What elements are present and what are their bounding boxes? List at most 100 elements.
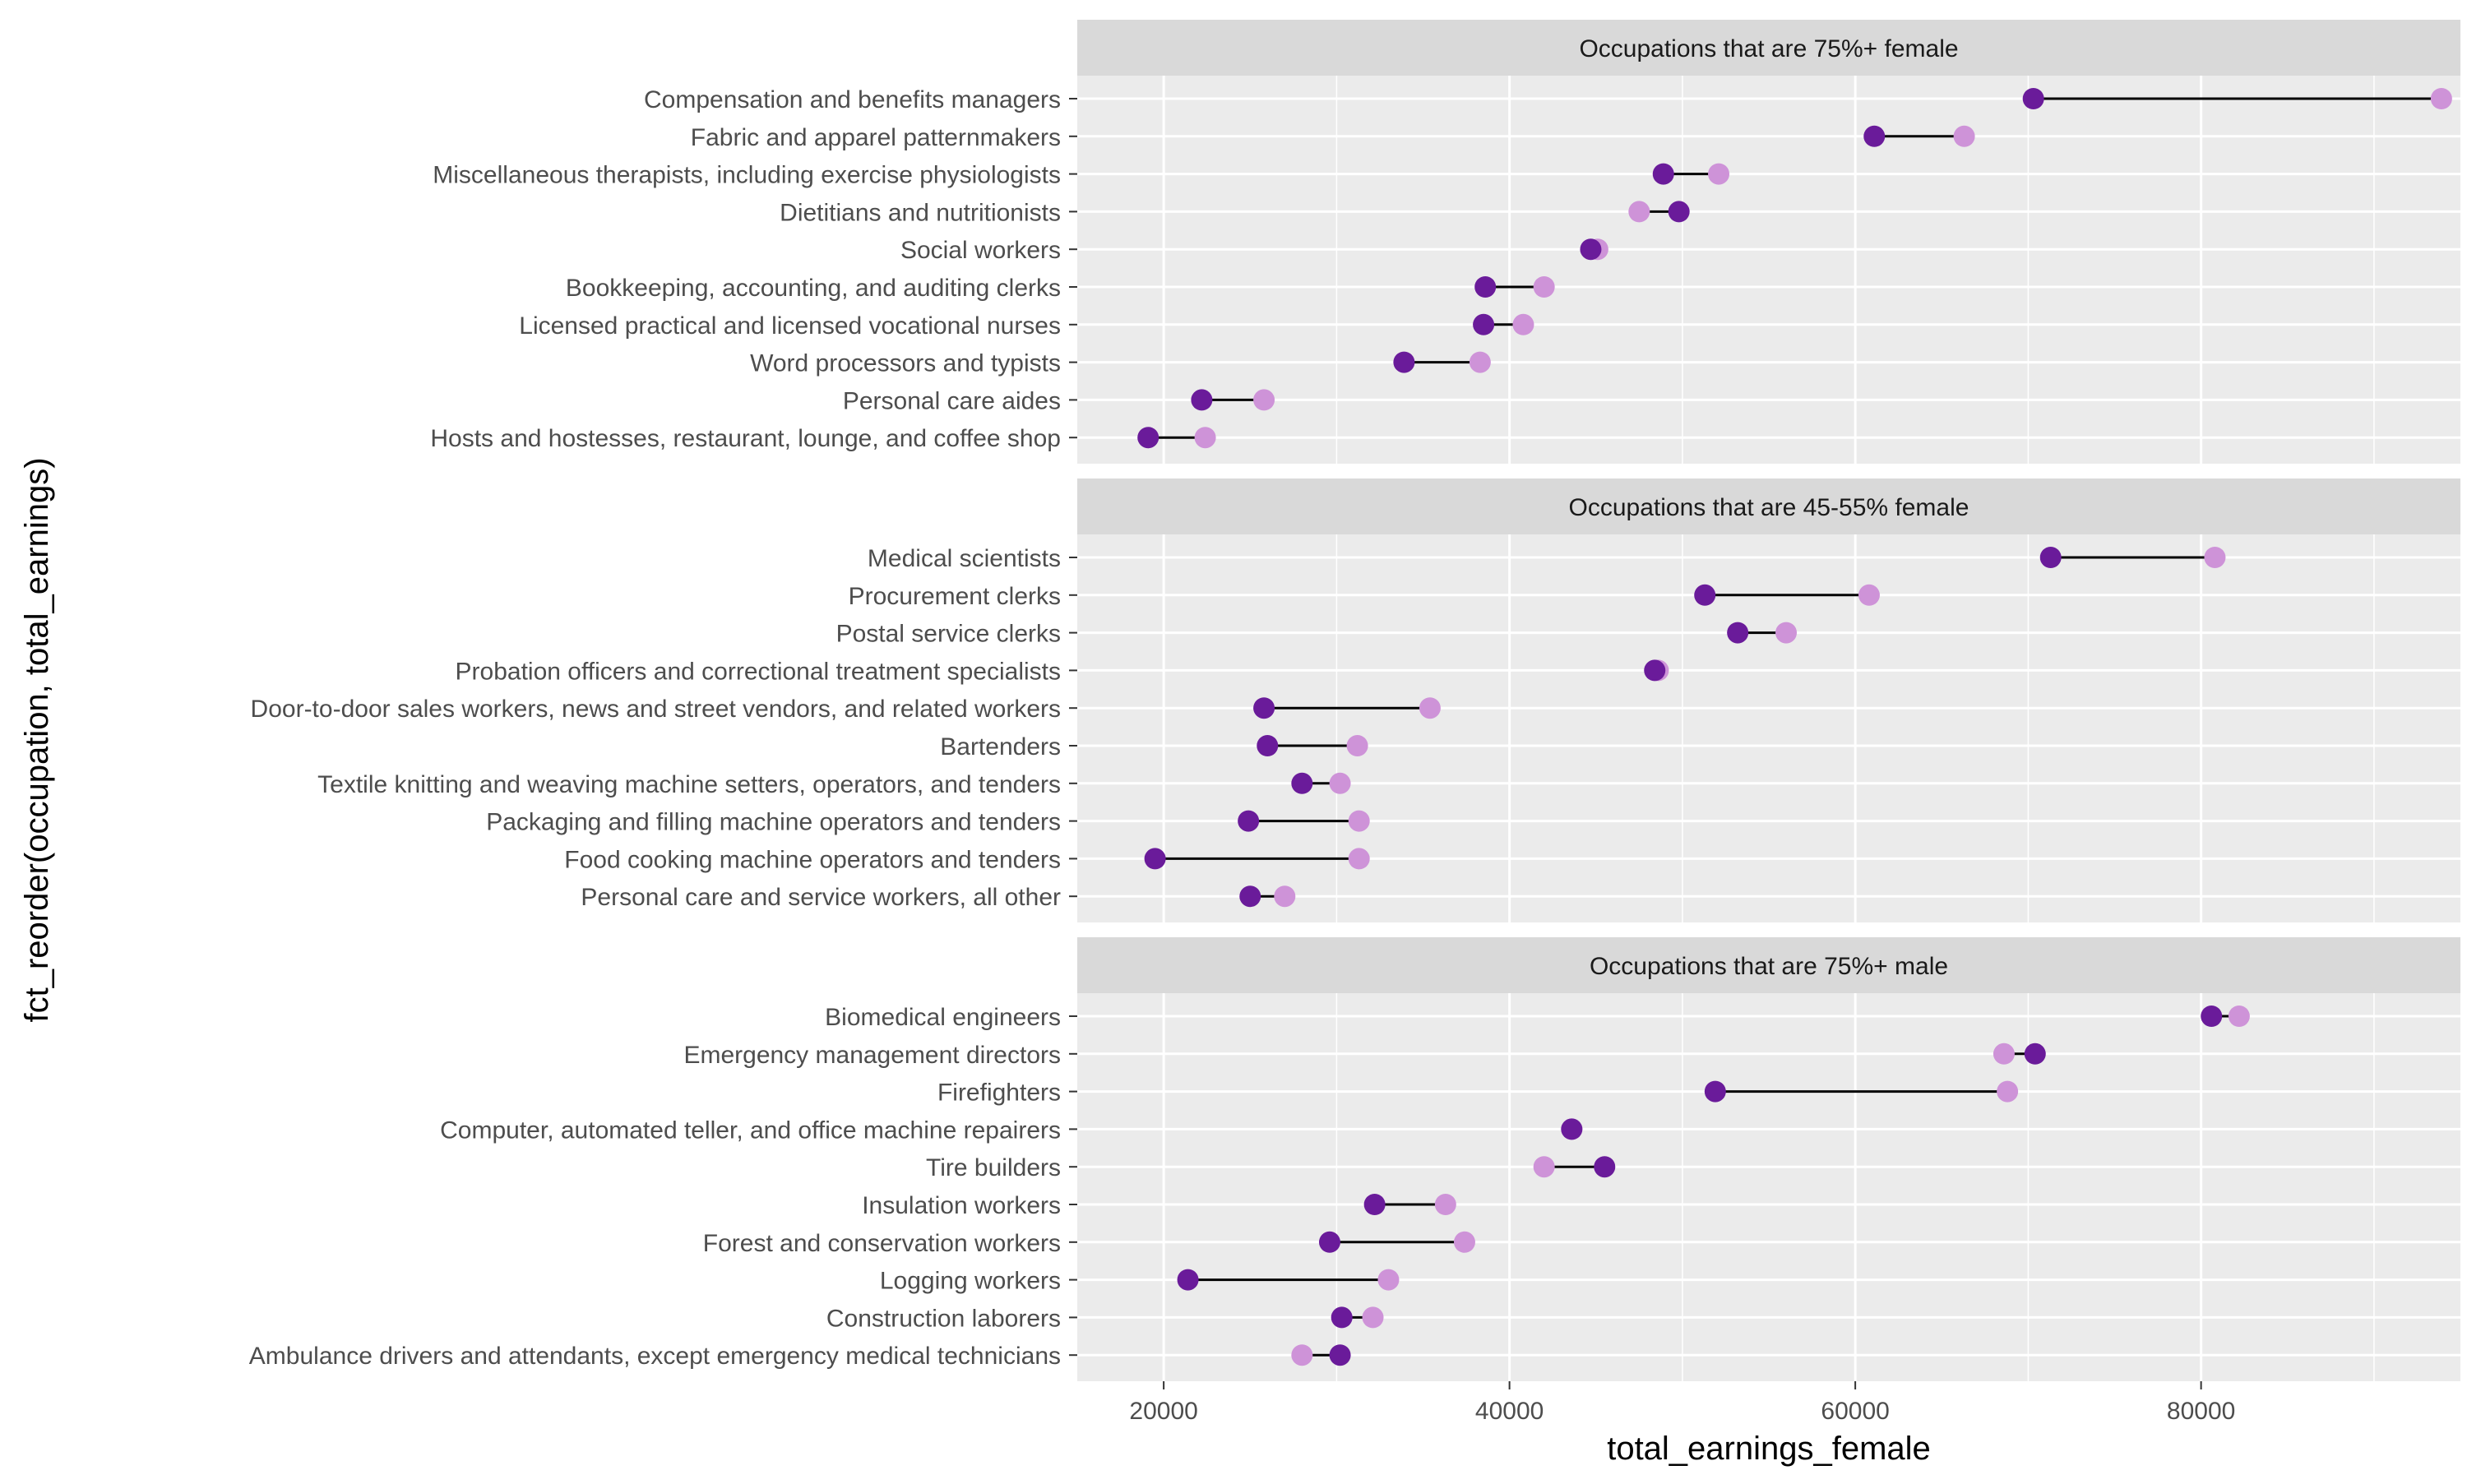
female-earnings-point — [1474, 276, 1497, 298]
male-earnings-point — [2430, 88, 2452, 109]
male-earnings-point — [1253, 389, 1275, 411]
male-earnings-point — [1419, 697, 1441, 719]
female-earnings-point — [1253, 697, 1275, 719]
facet-strip — [1077, 20, 2460, 76]
facet-strip-label: Occupations that are 75%+ female — [1579, 35, 1958, 62]
x-tick-label: 20000 — [1129, 1398, 1197, 1425]
female-earnings-point — [1393, 351, 1415, 373]
female-earnings-point — [1694, 584, 1716, 606]
male-earnings-point — [1533, 276, 1555, 298]
y-tick-label: Computer, automated teller, and office m… — [440, 1116, 1061, 1144]
facet-strip — [1077, 478, 2460, 534]
female-earnings-point — [1580, 238, 1602, 261]
panel-background — [1077, 534, 2460, 922]
male-earnings-point — [2228, 1006, 2250, 1027]
male-earnings-point — [1291, 1344, 1313, 1366]
female-earnings-point — [1644, 659, 1666, 682]
male-earnings-point — [1362, 1306, 1384, 1329]
male-earnings-point — [1346, 735, 1368, 756]
female-earnings-point — [1704, 1080, 1726, 1103]
female-earnings-point — [1561, 1118, 1583, 1140]
female-earnings-point — [1473, 313, 1495, 335]
male-earnings-point — [1329, 772, 1351, 794]
y-tick-label: Miscellaneous therapists, including exer… — [433, 162, 1061, 189]
y-tick-label: Bartenders — [940, 733, 1061, 760]
panel-background — [1077, 76, 2460, 464]
y-tick-label: Social workers — [900, 237, 1061, 264]
female-earnings-point — [1863, 125, 1886, 147]
male-earnings-point — [1348, 848, 1370, 870]
y-tick-label: Insulation workers — [862, 1192, 1061, 1219]
facet-panel-1: Occupations that are 75%+ female Compensa… — [430, 20, 2460, 464]
male-earnings-point — [1434, 1194, 1456, 1215]
female-earnings-point — [2024, 1042, 2046, 1065]
female-earnings-point — [1727, 622, 1749, 644]
facet-strip — [1077, 937, 2460, 993]
female-earnings-point — [1363, 1194, 1386, 1215]
female-earnings-point — [1137, 427, 1159, 449]
female-earnings-point — [1177, 1269, 1199, 1291]
female-earnings-point — [1331, 1306, 1353, 1329]
x-tick-label: 40000 — [1475, 1398, 1544, 1425]
y-tick-label: Ambulance drivers and attendants, except… — [249, 1343, 1061, 1370]
y-tick-label: Door-to-door sales workers, news and str… — [251, 696, 1061, 723]
facet-panel-2: Occupations that are 45-55% female Medica… — [251, 478, 2460, 922]
y-tick-label: Compensation and benefits managers — [644, 86, 1061, 113]
y-tick-label: Biomedical engineers — [825, 1004, 1061, 1031]
female-earnings-point — [1238, 810, 1260, 832]
female-earnings-point — [1191, 389, 1213, 411]
female-earnings-point — [1594, 1156, 1616, 1178]
facet-strip-label: Occupations that are 75%+ male — [1590, 953, 1948, 980]
female-earnings-point — [1329, 1344, 1351, 1366]
y-tick-label: Probation officers and correctional trea… — [456, 658, 1061, 685]
female-earnings-point — [1144, 848, 1166, 870]
y-tick-label: Packaging and filling machine operators … — [486, 809, 1061, 836]
male-earnings-point — [1348, 810, 1370, 832]
y-tick-label: Word processors and typists — [750, 350, 1061, 377]
female-earnings-point — [1257, 735, 1279, 756]
male-earnings-point — [1858, 584, 1880, 606]
male-earnings-point — [1453, 1231, 1475, 1253]
male-earnings-point — [1377, 1269, 1400, 1291]
panel-background — [1077, 993, 2460, 1381]
y-tick-label: Personal care aides — [843, 387, 1061, 414]
female-earnings-point — [2022, 88, 2044, 109]
y-tick-label: Licensed practical and licensed vocation… — [519, 312, 1061, 340]
y-tick-label: Construction laborers — [826, 1305, 1061, 1332]
female-earnings-point — [2039, 547, 2062, 568]
x-tick-label: 60000 — [1821, 1398, 1889, 1425]
x-tick-label: 80000 — [2167, 1398, 2235, 1425]
y-tick-label: Personal care and service workers, all o… — [581, 884, 1061, 911]
y-tick-label: Fabric and apparel patternmakers — [691, 124, 1061, 151]
y-tick-label: Textile knitting and weaving machine set… — [317, 771, 1061, 798]
female-earnings-point — [1291, 772, 1313, 794]
y-tick-label: Procurement clerks — [849, 583, 1061, 610]
y-tick-label: Forest and conservation workers — [703, 1230, 1061, 1257]
y-tick-label: Firefighters — [937, 1079, 1061, 1107]
female-earnings-point — [1668, 201, 1690, 223]
y-tick-label: Hosts and hostesses, restaurant, lounge,… — [430, 425, 1061, 452]
y-tick-label: Dietitians and nutritionists — [780, 199, 1061, 226]
male-earnings-point — [1628, 201, 1650, 223]
male-earnings-point — [1512, 313, 1534, 335]
male-earnings-point — [1274, 885, 1296, 908]
y-tick-label: Food cooking machine operators and tende… — [564, 846, 1061, 873]
y-axis-title: fct_reorder(occupation, total_earnings) — [19, 457, 55, 1022]
male-earnings-point — [1533, 1156, 1555, 1178]
y-tick-label: Logging workers — [880, 1268, 1061, 1295]
male-earnings-point — [1775, 622, 1798, 644]
male-earnings-point — [1993, 1042, 2015, 1065]
y-tick-label: Postal service clerks — [836, 621, 1061, 648]
facet-panel-3: Occupations that are 75%+ male Biomedical… — [249, 937, 2460, 1381]
male-earnings-point — [1953, 125, 1975, 147]
y-tick-label: Medical scientists — [868, 545, 1061, 572]
y-tick-label: Tire builders — [926, 1154, 1061, 1181]
facet-strip-label: Occupations that are 45-55% female — [1569, 494, 1969, 521]
y-tick-label: Emergency management directors — [683, 1042, 1061, 1069]
female-earnings-point — [1318, 1231, 1340, 1253]
male-earnings-point — [2204, 547, 2226, 568]
x-axis-title: total_earnings_female — [1607, 1431, 1931, 1467]
male-earnings-point — [1708, 163, 1730, 185]
female-earnings-point — [1652, 163, 1674, 185]
